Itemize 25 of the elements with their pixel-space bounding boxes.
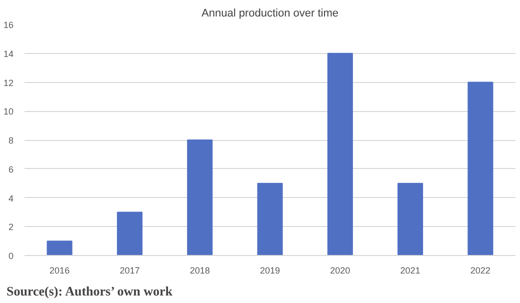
x-tick-label: 2016 [50, 266, 70, 276]
y-tick-label: 6 [8, 164, 14, 174]
y-tick-label: 16 [3, 20, 14, 30]
x-tick-label: 2020 [330, 266, 350, 276]
y-tick-label: 14 [3, 48, 14, 59]
y-tick-label: 4 [8, 193, 14, 204]
bar [46, 240, 72, 256]
bar [327, 52, 353, 256]
x-tick-label: 2019 [260, 266, 280, 276]
y-tick-label: 8 [8, 136, 14, 146]
x-tick-label: 2021 [400, 266, 420, 276]
x-tick-label: 2022 [470, 266, 490, 276]
bar [187, 140, 213, 256]
x-tick-label: 2017 [120, 266, 140, 276]
bar [116, 212, 142, 256]
y-tick-label: 12 [3, 78, 14, 88]
bar [468, 82, 494, 256]
bar [257, 182, 283, 256]
bar [398, 182, 424, 256]
chart-title: Annual production over time [202, 8, 338, 20]
y-tick-label: 10 [3, 106, 14, 117]
y-tick-label: 0 [8, 251, 14, 261]
x-tick-label: 2018 [190, 266, 210, 276]
y-tick-label: 2 [8, 222, 14, 232]
source-note: Source(s): Authors’ own work [6, 284, 174, 298]
